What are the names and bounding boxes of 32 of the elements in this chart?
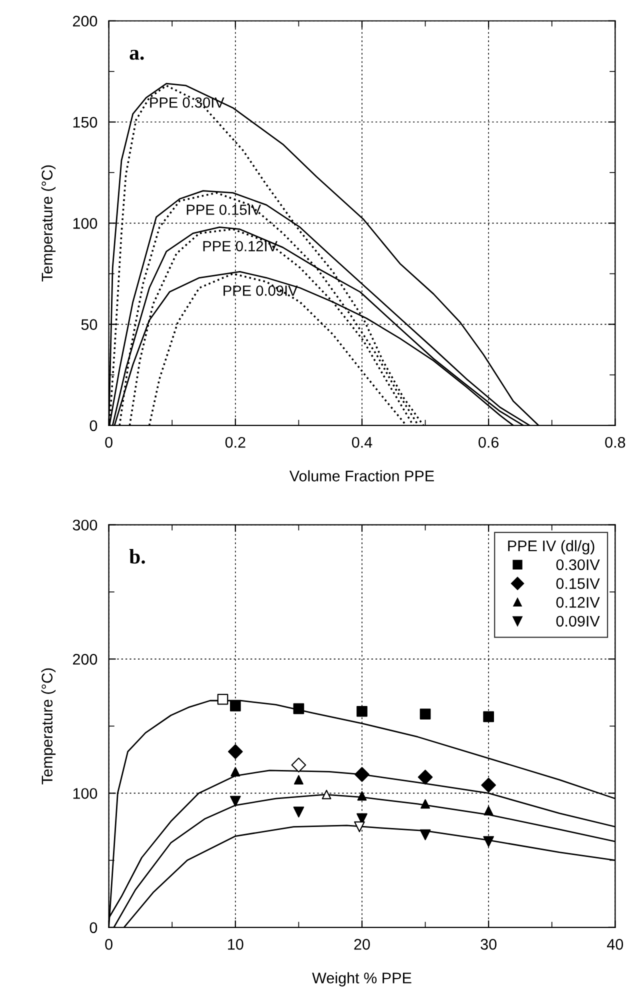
y-axis-title: Temperature (°C) [41, 668, 56, 784]
series-label: PPE 0.15IV [186, 204, 262, 215]
x-tick-label: 20 [354, 938, 370, 950]
y-tick-label: 200 [72, 654, 98, 665]
x-tick-label: 0 [105, 938, 112, 950]
annotation: b. [129, 548, 145, 564]
annotation: a. [130, 50, 144, 60]
y-tick-label: 50 [81, 319, 98, 330]
y-tick-label: 0 [90, 420, 98, 432]
x-tick-label: 0 [105, 436, 112, 448]
y-tick-label: 200 [72, 16, 98, 27]
y-tick-label: 300 [72, 520, 98, 531]
x-axis-title: Volume Fraction PPE [289, 470, 434, 482]
x-tick-label: 0.4 [352, 436, 372, 448]
x-axis-title: Weight % PPE [312, 972, 412, 986]
x-tick-label: 0.2 [225, 436, 246, 448]
legend-label: 0.30IV [556, 559, 600, 570]
y-axis-title: Temperature (°C) [41, 165, 56, 282]
x-tick-label: 10 [228, 938, 244, 950]
x-tick-label: 30 [480, 938, 496, 950]
legend-title: PPE IV (dl/g) [508, 540, 594, 554]
x-tick-label: 0.6 [478, 436, 499, 448]
x-tick-label: 40 [607, 938, 624, 950]
legend-label: 0.12IV [556, 596, 600, 608]
y-tick-label: 100 [73, 218, 98, 229]
x-tick-label: 0.8 [605, 436, 626, 448]
y-tick-label: 150 [73, 116, 98, 128]
legend-label: 0.15IV [556, 578, 600, 589]
legend-label: 0.09IV [556, 616, 600, 627]
series-label: PPE 0.09IV [224, 286, 298, 296]
y-tick-label: 0 [90, 922, 98, 934]
y-tick-label: 100 [73, 788, 98, 799]
